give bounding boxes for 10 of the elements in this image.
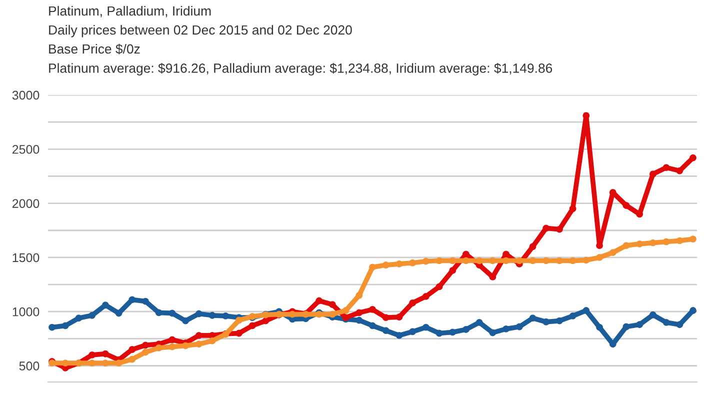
- y-tick-label: 2000: [12, 199, 40, 208]
- text: Base Price $/0z: [49, 44, 140, 54]
- chart-title: Platinum, Palladium, Iridium: [49, 6, 211, 18]
- y-tick-label: 500: [19, 362, 40, 370]
- chart-subtitle: Daily prices between 02 Dec 2015 and 02 Dec 2020: [49, 24, 352, 38]
- y-tick-label: 2500: [12, 144, 40, 154]
- y-tick-label: 3000: [12, 90, 40, 100]
- y-tick-label: 1000: [12, 307, 40, 316]
- y-tick-label: 1500: [12, 253, 40, 262]
- text: Platinum average: $916.26, Palladium average: $1,234.88, Iridium average: $1,149.86: [49, 62, 552, 76]
